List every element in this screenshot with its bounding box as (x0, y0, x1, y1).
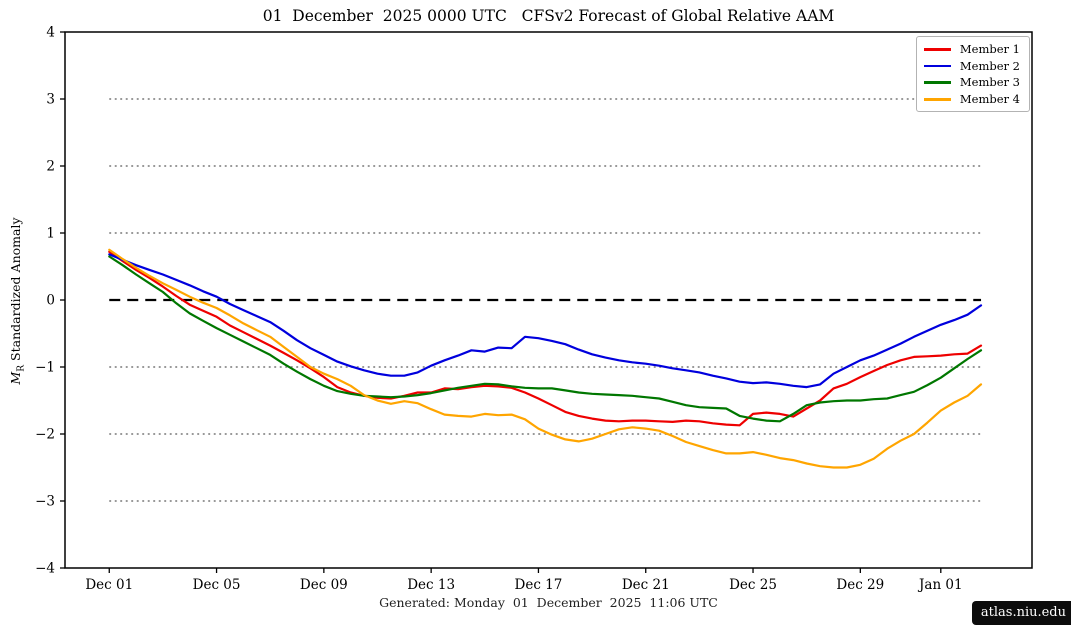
x-tick-label: Dec 05 (193, 577, 241, 593)
y-tick-label: 4 (46, 25, 55, 41)
series-line-member-3 (108, 255, 983, 423)
site-badge: atlas.niu.edu (971, 601, 1071, 625)
series-line-member-2 (108, 253, 983, 389)
legend-label: Member 1 (959, 42, 1020, 56)
x-tick-label: Jan 01 (917, 577, 963, 593)
y-tick-label: 3 (46, 92, 55, 108)
legend-line-swatch (923, 48, 951, 51)
x-tick-label: Dec 25 (729, 577, 777, 593)
series-line-member-4 (108, 248, 983, 469)
legend-label: Member 2 (959, 58, 1020, 73)
x-tick-label: Dec 01 (85, 577, 133, 593)
legend-line-swatch (923, 81, 951, 84)
y-tick-label: −3 (35, 494, 55, 510)
series-line-member-1 (108, 250, 983, 427)
x-tick-label: Dec 13 (407, 577, 455, 593)
legend-item-member-1: Member 1 (923, 42, 1020, 56)
y-tick-label: −2 (35, 427, 55, 443)
legend-box: Member 1 Member 2 Member 3 Member 4 (915, 36, 1030, 112)
generated-timestamp: Generated: Monday 01 December 2025 11:06… (379, 595, 718, 610)
legend-label: Member 3 (959, 75, 1020, 90)
legend-item-member-4: Member 4 (923, 91, 1020, 106)
y-tick-label: −1 (35, 360, 55, 376)
y-tick-label: −4 (35, 561, 55, 577)
x-tick-label: Dec 17 (515, 577, 563, 593)
legend-item-member-3: Member 3 (923, 75, 1020, 90)
x-tick-label: Dec 09 (300, 577, 348, 593)
x-tick-label: Dec 29 (836, 577, 884, 593)
legend-item-member-2: Member 2 (923, 58, 1020, 73)
legend-line-swatch (923, 64, 951, 68)
chart-title: 01 December 2025 0000 UTC CFSv2 Forecast… (262, 7, 835, 25)
x-tick-label: Dec 21 (622, 577, 670, 593)
y-tick-label: 2 (46, 159, 55, 175)
y-tick-label: 1 (46, 226, 55, 242)
legend-line-swatch (923, 97, 951, 101)
legend-label: Member 4 (959, 91, 1020, 106)
y-tick-label: 0 (46, 293, 55, 309)
